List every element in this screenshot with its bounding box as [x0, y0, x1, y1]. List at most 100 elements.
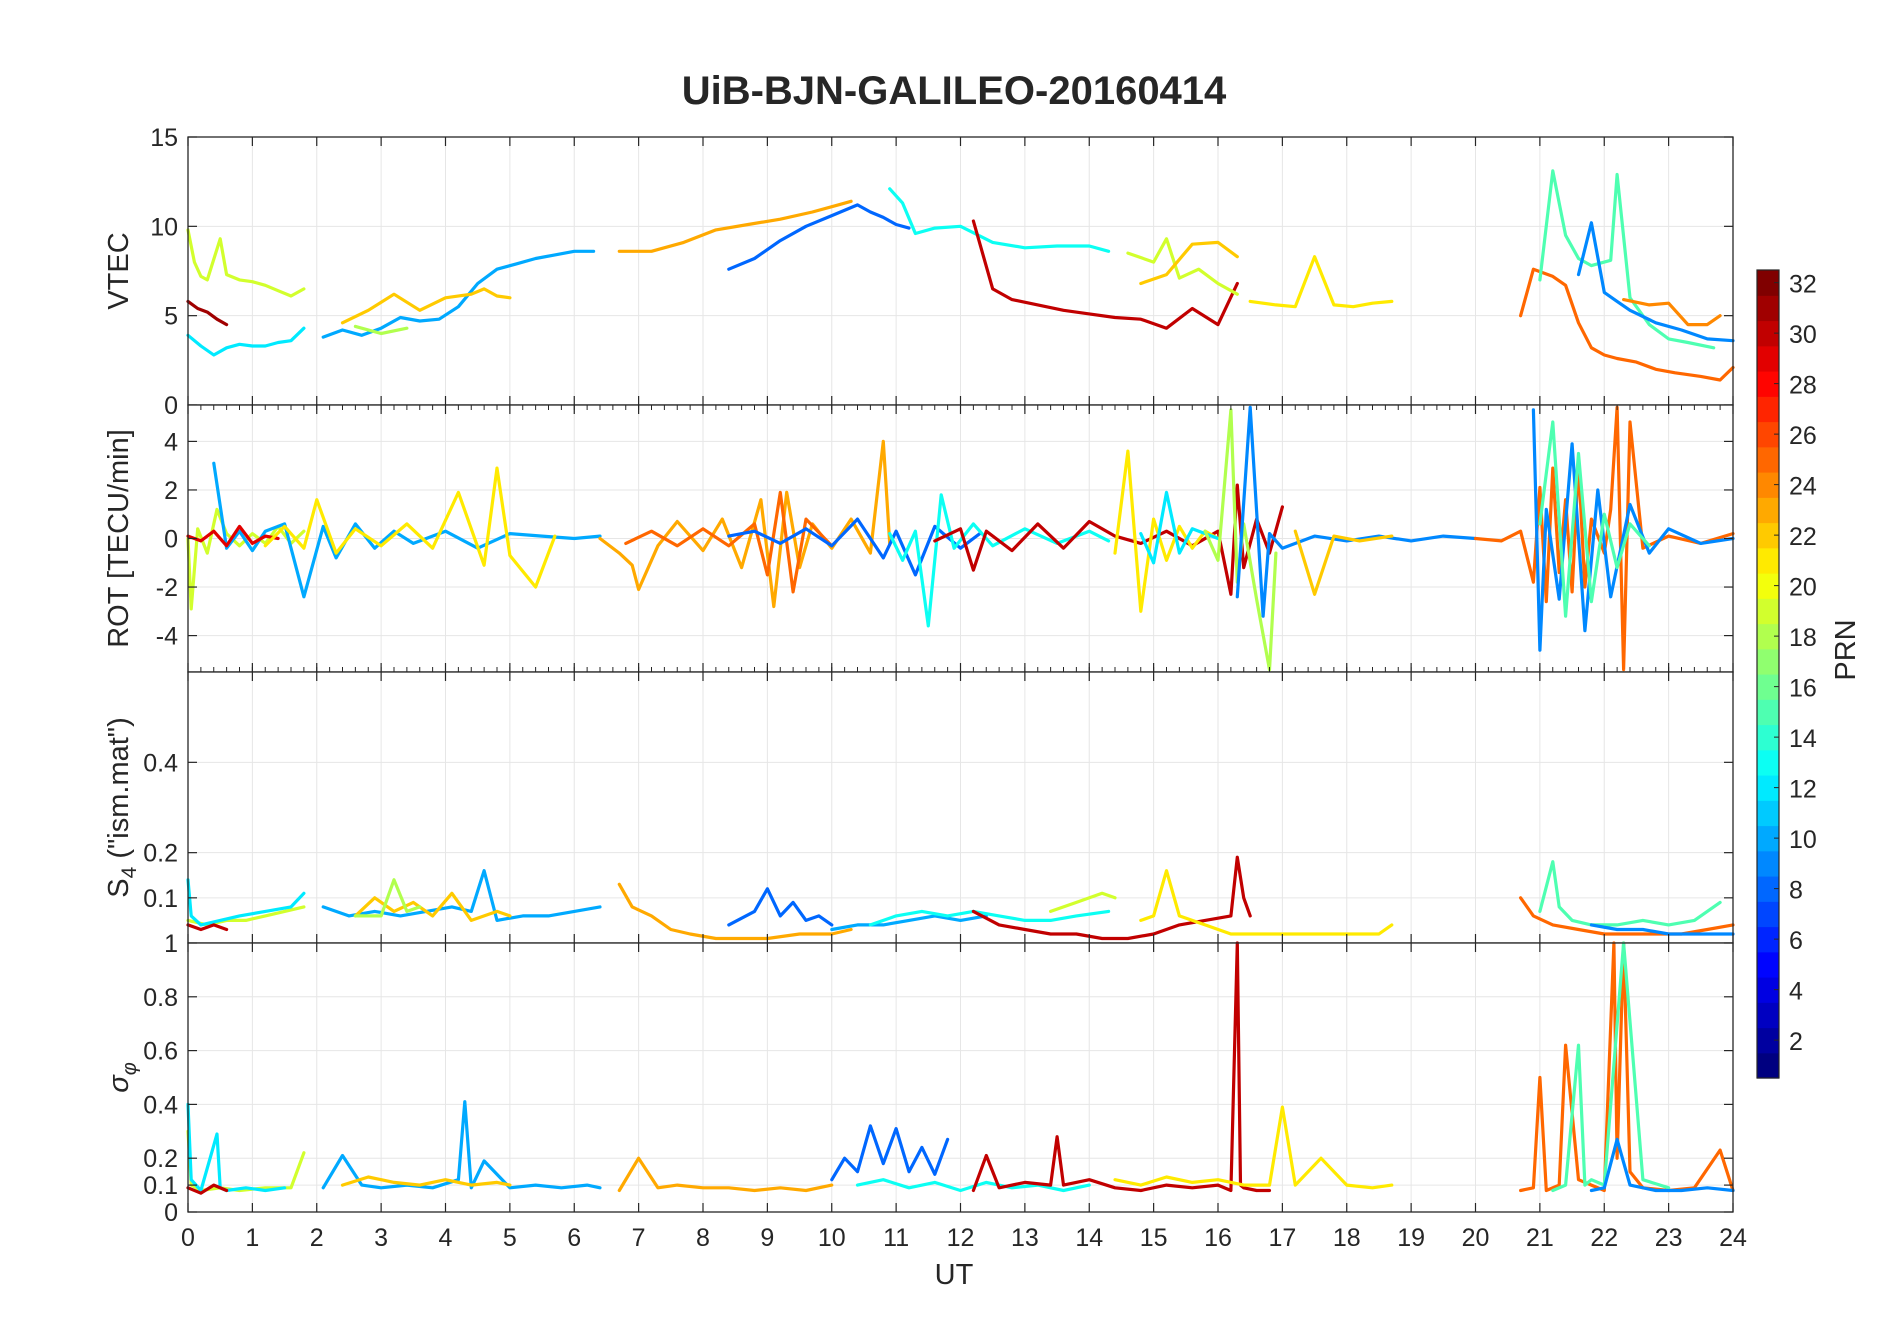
- x-tick-label: 4: [439, 1224, 453, 1252]
- x-tick-label: 5: [503, 1224, 517, 1252]
- colorbar-swatch: [1757, 371, 1779, 397]
- x-tick-label: 19: [1397, 1224, 1425, 1252]
- y-tick-label: 0.4: [143, 749, 178, 777]
- colorbar-swatch: [1757, 1052, 1779, 1079]
- series-line-prn-15: [1538, 420, 1651, 618]
- series-line-prn-21: [1113, 449, 1220, 613]
- colorbar-outline: [1756, 269, 1780, 1079]
- series-line-prn-25: [1518, 896, 1735, 936]
- colorbar-swatch: [1757, 446, 1779, 473]
- y-tick-label: 4: [164, 428, 178, 456]
- x-tick-label: 1: [245, 1224, 259, 1252]
- series-line-prn-30: [186, 923, 229, 932]
- colorbar-swatch: [1757, 623, 1779, 650]
- x-tick-label: 10: [818, 1224, 846, 1252]
- y-tick-label: 0: [164, 392, 178, 420]
- colorbar-swatch: [1757, 699, 1779, 726]
- colorbar-swatch: [1757, 775, 1779, 801]
- x-tick-label: 18: [1333, 1224, 1361, 1252]
- series-line-prn-18: [353, 878, 422, 918]
- series-line-prn-15: [1538, 169, 1716, 350]
- colorbar-swatch: [1757, 345, 1779, 372]
- colorbar-swatch: [1757, 724, 1779, 751]
- series-line-prn-29: [186, 524, 280, 548]
- y-axis-label: σφ: [103, 1062, 141, 1093]
- y-tick-label: 10: [150, 213, 178, 241]
- series-line-prn-30: [186, 1183, 229, 1195]
- y-tick-label: 0.2: [143, 1145, 178, 1173]
- colorbar-swatch: [1757, 876, 1779, 902]
- series-line-prn-13: [868, 909, 1111, 927]
- series-line-prn-8: [727, 887, 834, 927]
- panel-vtec: 0 5 10 15 VTEC: [103, 124, 1735, 420]
- colorbar-label: PRN: [1830, 619, 1862, 680]
- series-line-prn-10: [321, 249, 596, 339]
- colorbar-swatch: [1757, 1002, 1779, 1029]
- x-tick-label: 16: [1204, 1224, 1232, 1252]
- x-tick-label: 24: [1719, 1224, 1747, 1252]
- colorbar-swatch: [1757, 926, 1779, 953]
- colorbar-tick-label: 20: [1789, 574, 1817, 602]
- series-line-prn-12: [186, 878, 306, 927]
- x-axis-label: UT: [935, 1259, 974, 1291]
- series-line-prn-9: [1235, 405, 1478, 618]
- colorbar-swatch: [1757, 396, 1779, 423]
- series-line-prn-22: [340, 1175, 512, 1187]
- colorbar-swatch: [1757, 977, 1779, 1003]
- series-line-prn-18: [353, 324, 409, 336]
- series-line-prn-12: [1139, 490, 1220, 565]
- series-line-prn-21: [1139, 869, 1394, 936]
- colorbar-swatch: [1757, 270, 1779, 296]
- series-line-prn-19: [1126, 237, 1239, 296]
- chart-title: UiB-BJN-GALILEO-20160414: [682, 69, 1227, 113]
- y-tick-label: -4: [156, 623, 178, 651]
- series-line-prn-10: [321, 869, 602, 923]
- colorbar-swatch: [1757, 825, 1779, 852]
- series-line-prn-9: [1576, 221, 1735, 343]
- y-axis-label: VTEC: [103, 232, 135, 309]
- series-line-prn-30: [971, 855, 1252, 941]
- y-tick-label: 15: [150, 124, 178, 152]
- colorbar-tick-label: 30: [1789, 321, 1817, 349]
- x-tick-label: 9: [760, 1224, 774, 1252]
- x-tick-label: 12: [947, 1224, 975, 1252]
- x-tick-label: 15: [1140, 1224, 1168, 1252]
- x-tick-label: 7: [632, 1224, 646, 1252]
- y-tick-label: 1: [164, 930, 178, 958]
- panel-s4: 0.1 0.2 0.4S4 ("ism.mat"): [103, 671, 1735, 944]
- series-line-prn-23: [598, 439, 892, 609]
- colorbar-tick-label: 4: [1789, 978, 1803, 1006]
- y-tick-label: 0.1: [143, 885, 178, 913]
- series-line-prn-8: [727, 203, 911, 271]
- series-line-prn-22: [1293, 529, 1394, 596]
- x-tick-label: 14: [1075, 1224, 1103, 1252]
- series-line-prn-9: [1531, 408, 1735, 652]
- colorbar-swatch: [1757, 547, 1779, 574]
- colorbar-swatch: [1757, 472, 1779, 498]
- colorbar-swatch: [1757, 749, 1779, 776]
- series-line-prn-10: [212, 461, 602, 599]
- y-tick-label: 0: [164, 1199, 178, 1227]
- series-line-prn-15: [1538, 860, 1722, 927]
- y-tick-label: 0.1: [143, 1172, 178, 1200]
- series-line-prn-24: [1621, 298, 1722, 327]
- y-tick-label: 0.6: [143, 1038, 178, 1066]
- colorbar-swatch: [1757, 951, 1779, 978]
- colorbar-swatch: [1757, 648, 1779, 675]
- colorbar-swatch: [1757, 573, 1779, 599]
- colorbar-swatch: [1757, 1027, 1779, 1054]
- colorbar-tick-label: 32: [1789, 271, 1817, 299]
- series-line-prn-30: [933, 483, 1285, 596]
- colorbar-swatch: [1757, 598, 1779, 625]
- x-tick-label: 2: [310, 1224, 324, 1252]
- series-line-prn-10: [321, 1100, 602, 1190]
- series-line-prn-25: [1518, 267, 1735, 382]
- colorbar-swatch: [1757, 850, 1779, 877]
- x-tick-label: 21: [1526, 1224, 1554, 1252]
- colorbar-tick-label: 18: [1789, 624, 1817, 652]
- colorbar-tick-label: 16: [1789, 675, 1817, 703]
- x-tick-label: 23: [1655, 1224, 1683, 1252]
- y-tick-label: 0.2: [143, 840, 178, 868]
- x-tick-label: 17: [1268, 1224, 1296, 1252]
